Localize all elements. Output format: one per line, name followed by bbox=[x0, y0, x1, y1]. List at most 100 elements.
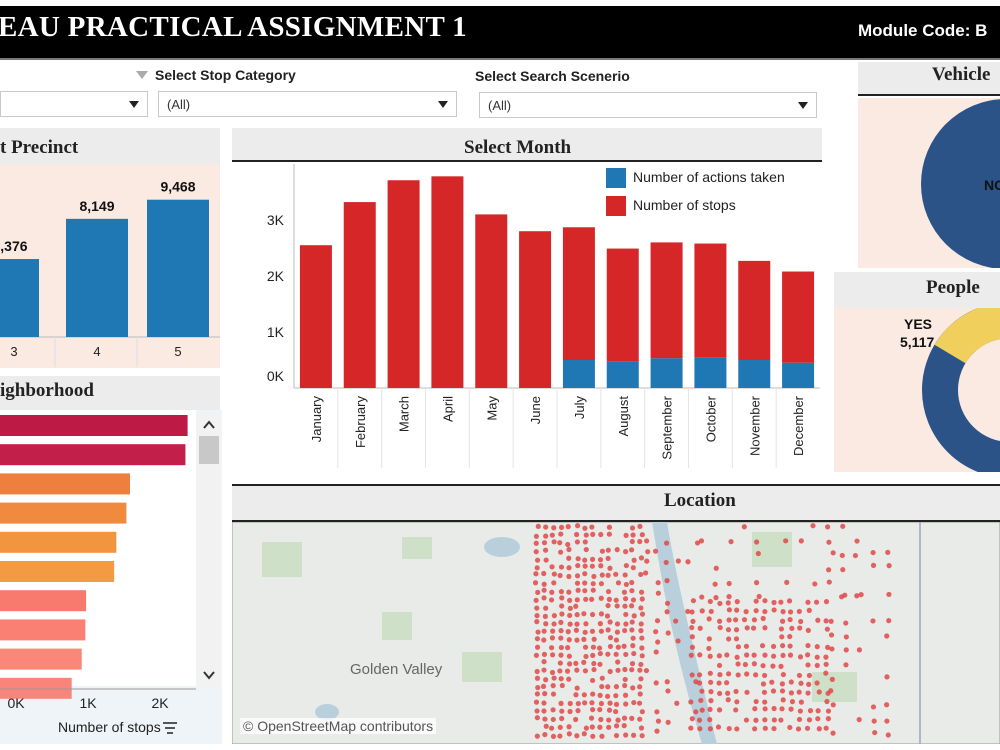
map-stop-point bbox=[623, 701, 629, 707]
map-stop-point bbox=[549, 635, 556, 641]
filter-funnel-icon[interactable] bbox=[136, 71, 148, 79]
neighborhood-bar bbox=[0, 561, 115, 582]
map-stop-point bbox=[762, 699, 768, 705]
people-donut-yes-slice[interactable] bbox=[934, 308, 1000, 364]
map-attribution[interactable]: © OpenStreetMap contributors bbox=[240, 718, 437, 734]
search-scenario-value: (All) bbox=[488, 98, 512, 113]
map-stop-point bbox=[780, 671, 786, 678]
map-stop-point bbox=[886, 563, 892, 569]
map-stop-point bbox=[708, 698, 714, 704]
map-stop-point bbox=[715, 724, 722, 730]
map-stop-point bbox=[566, 653, 572, 659]
map-stop-point bbox=[733, 707, 739, 713]
people-donut-no-slice[interactable] bbox=[922, 308, 1000, 472]
map-stop-point bbox=[631, 557, 637, 563]
chevron-down-icon[interactable] bbox=[798, 102, 808, 109]
scroll-up-icon[interactable] bbox=[203, 420, 215, 429]
map-stop-point bbox=[567, 605, 573, 611]
map-stop-point bbox=[707, 717, 713, 723]
map-stop-point bbox=[712, 581, 718, 587]
map-stop-point bbox=[565, 645, 571, 651]
map-stop-point bbox=[582, 700, 588, 706]
map-stop-point bbox=[543, 677, 549, 683]
map-stop-point bbox=[638, 589, 645, 595]
sort-icon[interactable] bbox=[163, 722, 177, 734]
map-stop-point bbox=[825, 524, 831, 530]
map-stop-point bbox=[566, 724, 572, 730]
map-stop-point bbox=[574, 539, 580, 545]
map-stop-point bbox=[630, 532, 636, 538]
month-panel-header: Select Month bbox=[232, 128, 822, 162]
map-stop-point bbox=[549, 589, 555, 595]
map-stop-point bbox=[886, 591, 892, 598]
map-stop-point bbox=[541, 595, 547, 601]
map-stop-point bbox=[830, 550, 836, 556]
map-stop-point bbox=[534, 668, 540, 675]
map-stop-point bbox=[828, 632, 835, 638]
map-stop-point bbox=[541, 570, 547, 577]
map-stop-point bbox=[623, 549, 629, 555]
vehicle-pie-slice-no[interactable] bbox=[921, 99, 1000, 268]
month-y-tick-label: 3K bbox=[267, 212, 285, 228]
map-stop-point bbox=[582, 525, 588, 531]
map-stop-point bbox=[639, 596, 645, 602]
map-stop-point bbox=[559, 682, 565, 689]
scrollbar-thumb[interactable] bbox=[199, 436, 219, 464]
map-stop-point bbox=[606, 596, 612, 602]
map-stop-point bbox=[826, 579, 832, 585]
map-stop-point bbox=[615, 717, 621, 723]
scroll-down-icon[interactable] bbox=[203, 671, 215, 680]
people-panel-header: People bbox=[834, 272, 1000, 308]
map-stop-point bbox=[674, 700, 680, 706]
neighborhood-bar bbox=[0, 502, 127, 524]
map-stop-point bbox=[689, 672, 695, 678]
map-stop-point bbox=[654, 728, 660, 734]
map-stop-point bbox=[716, 680, 722, 686]
month-category-label: December bbox=[791, 395, 806, 456]
map-stop-point bbox=[795, 726, 802, 732]
map-stop-point bbox=[534, 644, 541, 650]
map-stop-point bbox=[761, 689, 768, 695]
stop-category-dropdown[interactable]: (All) bbox=[158, 91, 457, 117]
map-stop-point bbox=[605, 555, 611, 562]
map-stop-point bbox=[559, 611, 565, 617]
map-stop-point bbox=[541, 659, 547, 665]
map-stop-point bbox=[623, 581, 629, 588]
chevron-down-icon[interactable] bbox=[438, 101, 448, 108]
map-stop-point bbox=[551, 675, 557, 681]
month-bar-stops bbox=[738, 260, 771, 360]
map-stop-point bbox=[575, 708, 581, 714]
map-stop-point bbox=[638, 555, 645, 561]
map-stop-point bbox=[574, 733, 580, 739]
month-category-label: June bbox=[528, 396, 543, 424]
map-stop-point bbox=[771, 599, 777, 606]
map-stop-point bbox=[639, 611, 646, 617]
map-stop-point bbox=[697, 625, 703, 631]
map-stop-point bbox=[806, 672, 813, 679]
month-category-label: March bbox=[397, 396, 412, 432]
chevron-down-icon[interactable] bbox=[129, 101, 139, 108]
map-stop-point bbox=[567, 661, 573, 667]
map-stop-point bbox=[631, 699, 637, 706]
map-stop-point bbox=[717, 672, 723, 678]
filter-dropdown-first[interactable] bbox=[0, 91, 148, 117]
map-stop-point bbox=[856, 647, 862, 653]
map-stop-point bbox=[699, 594, 705, 600]
map-stop-point bbox=[551, 525, 557, 531]
map-stop-point bbox=[644, 558, 650, 564]
map-stop-point bbox=[655, 639, 661, 645]
map-stop-point bbox=[654, 618, 661, 624]
map-stop-point bbox=[543, 605, 549, 611]
map-stop-point bbox=[744, 671, 750, 677]
map-stop-point bbox=[637, 523, 643, 529]
map-stop-point bbox=[694, 540, 701, 546]
map-stop-point bbox=[762, 672, 768, 679]
search-scenario-dropdown[interactable]: (All) bbox=[479, 92, 817, 118]
map-stop-point bbox=[698, 538, 705, 544]
map-stop-point bbox=[542, 547, 549, 553]
location-map[interactable]: Golden Valley bbox=[232, 522, 1000, 744]
neighborhood-bar bbox=[0, 473, 130, 495]
map-stop-point bbox=[541, 651, 548, 657]
map-stop-point bbox=[549, 669, 556, 676]
month-bar-actions bbox=[782, 362, 815, 388]
